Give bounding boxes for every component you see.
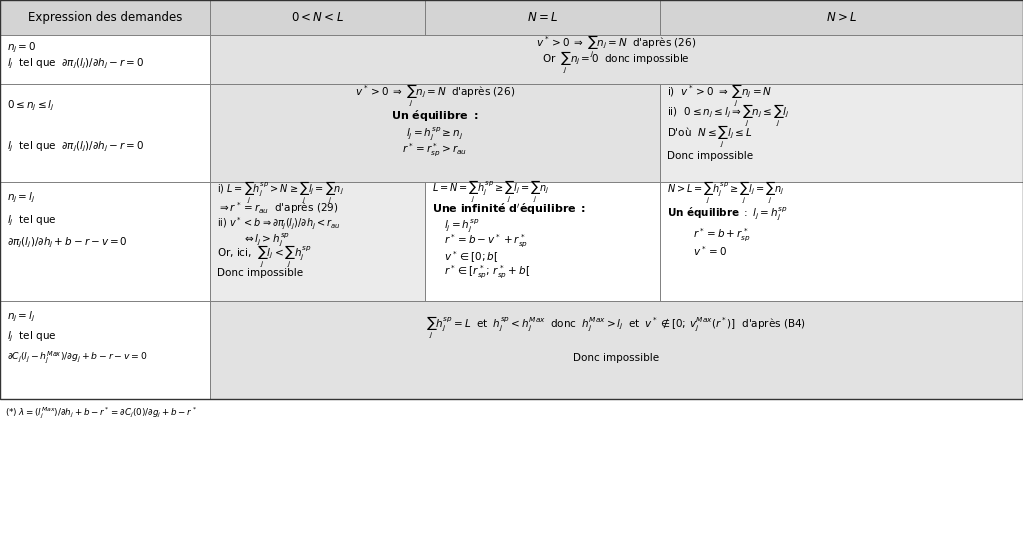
Text: $l_j = h_j^{sp} \geq n_j$: $l_j = h_j^{sp} \geq n_j$	[406, 126, 463, 143]
Bar	[660, 182, 1023, 301]
Text: $\partial\pi_j(l_j)/\partial h_j + b - r - v = 0$: $\partial\pi_j(l_j)/\partial h_j + b - r…	[7, 236, 128, 250]
Bar	[0, 0, 210, 35]
Bar	[210, 0, 425, 35]
Text: Donc impossible: Donc impossible	[217, 268, 303, 278]
Bar	[210, 182, 425, 301]
Text: $0 \leq n_j \leq l_j$: $0 \leq n_j \leq l_j$	[7, 99, 55, 113]
Text: $r^* \in [r_{sp}^*;\, r_{sp}^*+b[$: $r^* \in [r_{sp}^*;\, r_{sp}^*+b[$	[444, 263, 530, 281]
Bar	[425, 182, 660, 301]
Text: Or, ici,  $\sum_j l_j < \sum_j h_j^{sp}$: Or, ici, $\sum_j l_j < \sum_j h_j^{sp}$	[217, 244, 312, 270]
Text: $r^* = b - v^* + r_{sp}^*$: $r^* = b - v^* + r_{sp}^*$	[444, 233, 528, 250]
Text: $r^* = r_{sp}^* > r_{au}$: $r^* = r_{sp}^* > r_{au}$	[402, 142, 468, 159]
Bar	[0, 84, 210, 182]
Text: $v^* = 0$: $v^* = 0$	[693, 244, 726, 258]
Bar	[0, 301, 210, 399]
Text: Donc impossible: Donc impossible	[667, 151, 753, 161]
Text: $N = L$: $N = L$	[527, 11, 558, 24]
Text: $l_j$  tel que  $\partial\pi_j(l_j)/\partial h_j - r = 0$: $l_j$ tel que $\partial\pi_j(l_j)/\parti…	[7, 140, 144, 154]
Bar	[0, 0, 1023, 399]
Text: ii)  $0 \leq n_j \leq l_j \Rightarrow \sum_j n_j \leq \sum_j l_j$: ii) $0 \leq n_j \leq l_j \Rightarrow \su…	[667, 103, 790, 129]
Text: $L=N=\sum_j h_j^{sp}\geq\sum_j l_j=\sum_j n_j$: $L=N=\sum_j h_j^{sp}\geq\sum_j l_j=\sum_…	[432, 179, 549, 205]
Text: $\mathbf{Un\ \acute{e}quilibre\ :}$: $\mathbf{Un\ \acute{e}quilibre\ :}$	[391, 109, 479, 124]
Bar	[210, 84, 660, 182]
Text: $l_j$  tel que  $\partial\pi_j(l_j)/\partial h_j - r = 0$: $l_j$ tel que $\partial\pi_j(l_j)/\parti…	[7, 56, 144, 71]
Bar	[660, 84, 1023, 182]
Bar	[0, 182, 210, 301]
Text: $\Rightarrow r^* = r_{au}$  d'après (29): $\Rightarrow r^* = r_{au}$ d'après (29)	[217, 200, 339, 216]
Bar	[425, 0, 660, 35]
Text: $(*)\;\lambda = (l_j^{Max})/\partial h_j + b - r^* = \partial C_j(0)/\partial g_: $(*)\;\lambda = (l_j^{Max})/\partial h_j…	[5, 406, 197, 421]
Text: $N > L$: $N > L$	[826, 11, 857, 24]
Text: $v^*>0\;\Rightarrow\;\sum_j n_j = N\;$ d'après (26): $v^*>0\;\Rightarrow\;\sum_j n_j = N\;$ d…	[355, 83, 515, 109]
Text: $l_j = h_j^{sp}$: $l_j = h_j^{sp}$	[444, 218, 480, 235]
Text: i) $L=\sum_j h_j^{sp}>N\geq\sum_j l_j=\sum_j n_j$: i) $L=\sum_j h_j^{sp}>N\geq\sum_j l_j=\s…	[217, 180, 344, 206]
Text: D'où  $N \leq \sum_j l_j \leq L$: D'où $N \leq \sum_j l_j \leq L$	[667, 124, 753, 150]
Bar	[210, 35, 1023, 84]
Text: $l_j$  tel que: $l_j$ tel que	[7, 330, 56, 344]
Text: $n_j = l_j$: $n_j = l_j$	[7, 191, 36, 205]
Bar	[660, 0, 1023, 35]
Text: $l_j$  tel que: $l_j$ tel que	[7, 214, 56, 228]
Bar	[210, 301, 1023, 399]
Text: Donc impossible: Donc impossible	[573, 353, 660, 363]
Text: $\mathbf{Une\ infinit\acute{e}\ d'\acute{e}quilibre\ :}$: $\mathbf{Une\ infinit\acute{e}\ d'\acute…	[432, 201, 586, 217]
Text: i)  $v^*>0\;\Rightarrow\;\sum_j n_j = N$: i) $v^*>0\;\Rightarrow\;\sum_j n_j = N$	[667, 83, 772, 109]
Text: $\mathbf{Un\ \acute{e}quilibre}$$\ :\ l_j = h_j^{sp}$: $\mathbf{Un\ \acute{e}quilibre}$$\ :\ l_…	[667, 206, 788, 223]
Text: $n_j = 0$: $n_j = 0$	[7, 41, 37, 55]
Text: $\partial C_j(l_j - h_j^{Max})/\partial g_j + b - r - v = 0$: $\partial C_j(l_j - h_j^{Max})/\partial …	[7, 349, 147, 365]
Text: $0 < N < L$: $0 < N < L$	[291, 11, 344, 24]
Text: $\sum_j h_j^{sp} = L\;$ et $\;h_j^{sp} < h_j^{Max}\;$ donc $\;h_j^{Max} > l_j\;$: $\sum_j h_j^{sp} = L\;$ et $\;h_j^{sp} <…	[427, 314, 806, 340]
Text: $v^* \in [0;b[$: $v^* \in [0;b[$	[444, 249, 498, 264]
Text: $n_j = l_j$: $n_j = l_j$	[7, 310, 36, 324]
Text: $N>L=\sum_j h_j^{sp}\geq\sum_j l_j=\sum_j n_j$: $N>L=\sum_j h_j^{sp}\geq\sum_j l_j=\sum_…	[667, 180, 785, 206]
Text: Or $\;\sum_j n_j = 0\;$ donc impossible: Or $\;\sum_j n_j = 0\;$ donc impossible	[542, 49, 691, 75]
Text: $\Leftrightarrow l_j > h_j^{sp}$: $\Leftrightarrow l_j > h_j^{sp}$	[242, 232, 291, 249]
Text: ii) $v^*<b\Rightarrow\partial\pi_j(l_j)/\partial h_j < r_{au}$: ii) $v^*<b\Rightarrow\partial\pi_j(l_j)/…	[217, 216, 341, 232]
Text: $r^* = b + r_{sp}^*$: $r^* = b + r_{sp}^*$	[693, 226, 751, 244]
Text: Expression des demandes: Expression des demandes	[28, 11, 182, 24]
Text: $v^*>0\;\Rightarrow\;\sum_j n_j = N\;$ d'après (26): $v^*>0\;\Rightarrow\;\sum_j n_j = N\;$ d…	[536, 34, 697, 60]
Bar	[0, 35, 210, 84]
